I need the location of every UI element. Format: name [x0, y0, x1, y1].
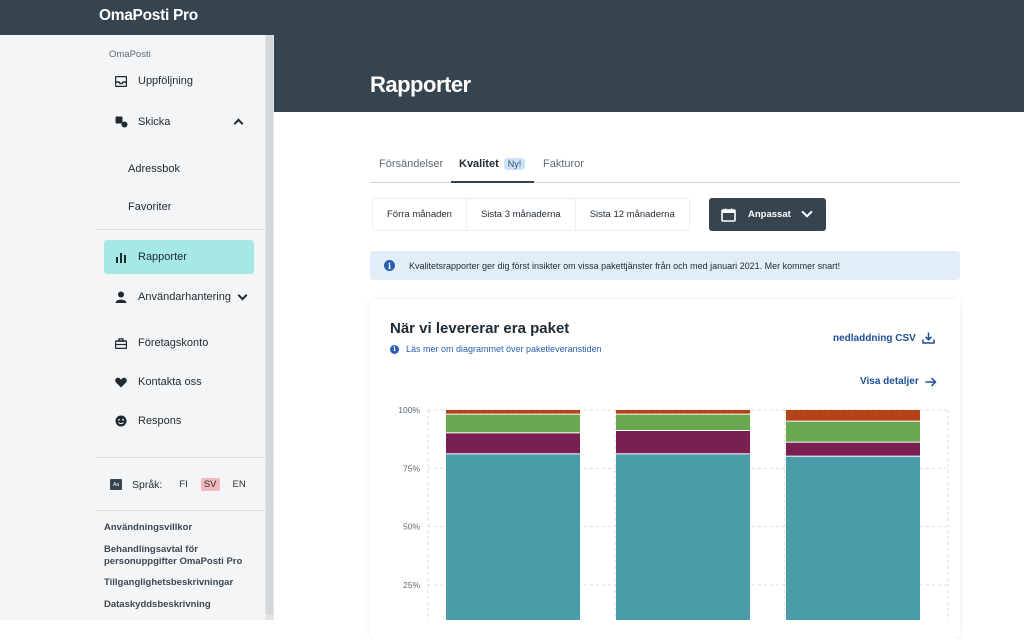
period-last-3-months[interactable]: Sista 3 månaderna: [467, 199, 576, 230]
sidebar-item-rapporter[interactable]: Rapporter: [104, 240, 254, 274]
view-details-link[interactable]: Visa detaljer: [860, 376, 937, 387]
sidebar-item-respons[interactable]: Respons: [104, 404, 254, 438]
chart-info-label: Läs mer om diagrammet över paketleverans…: [406, 344, 602, 354]
download-icon: [922, 332, 935, 344]
custom-period-button[interactable]: Anpassat: [709, 198, 826, 231]
tray-icon: [114, 74, 128, 88]
send-icon: [114, 115, 128, 129]
footer-link-accessibility[interactable]: Tillganglighetsbeskrivningar: [104, 577, 234, 588]
info-banner: i Kvalitetsrapporter ger dig först insik…: [370, 251, 960, 280]
sidebar-divider: [95, 510, 265, 511]
card-title: När vi levererar era paket: [390, 320, 570, 337]
footer-link-terms[interactable]: Användningsvillkor: [104, 522, 193, 533]
sidebar-item-label: Respons: [138, 415, 182, 427]
sidebar: [0, 35, 274, 620]
bar-segment: [446, 454, 580, 620]
download-csv-label: nedladdning CSV: [833, 332, 916, 344]
info-icon: i: [384, 260, 395, 271]
language-option-sv[interactable]: SV: [200, 478, 220, 491]
bar-segment: [446, 433, 580, 454]
sidebar-item-label: Företagskonto: [138, 337, 209, 349]
stacked-bar-chart: 100% 75% 50% 25%: [398, 405, 949, 620]
calendar-icon: [721, 208, 736, 222]
scrollbar-thumb[interactable]: [266, 35, 273, 615]
sidebar-item-label: Skicka: [138, 116, 171, 128]
y-tick-label: 25%: [403, 580, 420, 590]
period-last-month[interactable]: Förra månaden: [373, 199, 467, 230]
tab-label: Kvalitet: [459, 158, 499, 170]
bar-segment: [786, 442, 920, 456]
new-badge: Ny!: [503, 158, 526, 170]
bar-segment: [616, 410, 750, 414]
tab-forsandelser[interactable]: Försändelser: [379, 158, 444, 170]
sidebar-subitem-adressbok[interactable]: Adressbok: [128, 163, 180, 175]
y-tick-label: 100%: [398, 405, 420, 415]
y-tick-label: 75%: [403, 463, 420, 473]
footer-link-processing-agreement[interactable]: Behandlingsavtal för personuppgifter Oma…: [104, 544, 243, 567]
tab-kvalitet[interactable]: Kvalitet Ny!: [459, 158, 526, 170]
sidebar-divider: [95, 229, 265, 230]
language-switcher: Aa Språk: FI SV EN: [110, 478, 249, 491]
bar-segment: [616, 431, 750, 454]
user-icon: [114, 290, 128, 304]
view-details-label: Visa detaljer: [860, 376, 919, 387]
smiley-icon: [114, 414, 128, 428]
bar-chart-icon: [114, 250, 128, 264]
sidebar-item-label: Kontakta oss: [138, 376, 202, 388]
language-option-fi[interactable]: FI: [179, 479, 188, 490]
top-bar: OmaPosti Pro: [0, 0, 1024, 35]
download-csv-link[interactable]: nedladdning CSV: [833, 332, 935, 344]
bar-segment: [446, 410, 580, 414]
briefcase-icon: [114, 336, 128, 350]
sidebar-scrollbar[interactable]: [265, 35, 274, 620]
arrow-right-icon: [925, 376, 937, 387]
chevron-down-icon: [801, 206, 813, 218]
info-text: Kvalitetsrapporter ger dig först insikte…: [409, 260, 841, 271]
brand-logo[interactable]: OmaPosti Pro: [99, 7, 198, 24]
sidebar-item-label: Användarhantering: [138, 291, 231, 303]
sidebar-item-foretagskonto[interactable]: Företagskonto: [104, 326, 254, 360]
language-icon: Aa: [110, 479, 122, 490]
bar-segment: [616, 454, 750, 620]
active-tab-indicator: [451, 181, 534, 183]
sidebar-item-kontakta-oss[interactable]: Kontakta oss: [104, 365, 254, 399]
sidebar-item-skicka[interactable]: Skicka: [104, 105, 254, 139]
sidebar-item-label: Rapporter: [138, 251, 187, 263]
sidebar-item-anvandarhantering[interactable]: Användarhantering: [104, 280, 264, 314]
heart-icon: [114, 375, 128, 389]
bar-segment: [786, 456, 920, 620]
bar-segment: [446, 414, 580, 433]
sidebar-item-label: Uppföljning: [138, 75, 194, 87]
tab-bar: Försändelser Kvalitet Ny! Fakturor: [370, 150, 960, 183]
bar-segment: [786, 421, 920, 442]
chart-info-link[interactable]: i Läs mer om diagrammet över paketlevera…: [390, 344, 602, 354]
sidebar-divider: [95, 457, 265, 458]
sidebar-subitem-favoriter[interactable]: Favoriter: [128, 201, 172, 213]
custom-period-label: Anpassat: [748, 209, 791, 220]
bar-segment: [616, 414, 750, 430]
sidebar-item-uppfoljning[interactable]: Uppföljning: [104, 64, 254, 98]
info-icon: i: [390, 344, 399, 354]
period-selector: Förra månaden Sista 3 månaderna Sista 12…: [372, 198, 690, 231]
tab-fakturor[interactable]: Fakturor: [543, 158, 584, 170]
period-last-12-months[interactable]: Sista 12 månaderna: [589, 209, 675, 220]
language-label: Språk:: [132, 478, 163, 491]
y-tick-label: 50%: [403, 522, 420, 532]
bar-segment: [786, 410, 920, 421]
page-header: [274, 35, 1024, 112]
sidebar-section-label: OmaPosti: [109, 49, 151, 60]
language-option-en[interactable]: EN: [232, 479, 246, 490]
page-title: Rapporter: [370, 72, 471, 97]
footer-link-privacy[interactable]: Dataskyddsbeskrivning: [104, 599, 211, 610]
